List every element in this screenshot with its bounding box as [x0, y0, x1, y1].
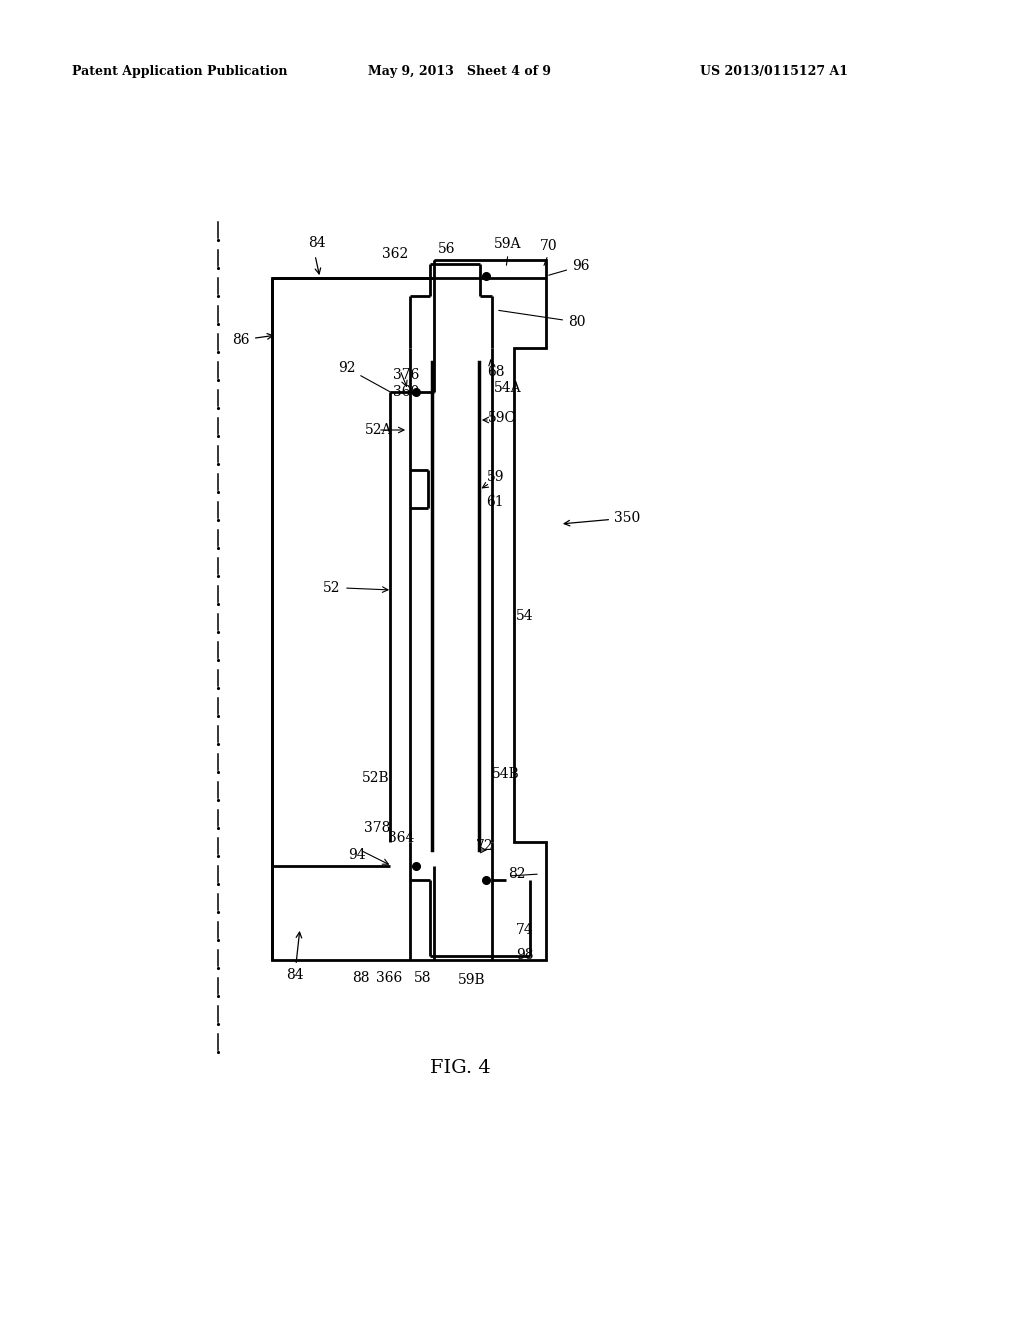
Text: 58: 58	[414, 972, 431, 985]
Text: 94: 94	[348, 847, 366, 862]
Text: 362: 362	[382, 247, 409, 261]
Text: 52: 52	[323, 581, 340, 595]
Text: 54: 54	[516, 609, 534, 623]
Text: 74: 74	[516, 923, 534, 937]
Text: 378: 378	[364, 821, 390, 836]
Text: 59A: 59A	[494, 238, 521, 251]
Text: 84: 84	[286, 932, 304, 982]
Text: May 9, 2013   Sheet 4 of 9: May 9, 2013 Sheet 4 of 9	[368, 66, 551, 78]
Text: 59C: 59C	[488, 411, 516, 425]
Text: 376: 376	[393, 368, 420, 381]
Text: 61: 61	[486, 495, 504, 510]
Text: 82: 82	[508, 867, 525, 880]
Text: 59: 59	[487, 470, 505, 484]
Text: US 2013/0115127 A1: US 2013/0115127 A1	[700, 66, 848, 78]
Text: Patent Application Publication: Patent Application Publication	[72, 66, 288, 78]
Text: 96: 96	[549, 259, 590, 276]
Text: 364: 364	[388, 832, 415, 845]
Text: FIG. 4: FIG. 4	[430, 1059, 490, 1077]
Text: 98: 98	[516, 948, 534, 962]
Text: 70: 70	[540, 239, 558, 253]
Text: 92: 92	[338, 360, 391, 392]
Text: 80: 80	[499, 310, 586, 329]
Text: 52B: 52B	[362, 771, 389, 785]
Text: 68: 68	[487, 366, 505, 379]
Text: 72: 72	[476, 840, 494, 853]
Text: 88: 88	[352, 972, 370, 985]
Text: 59B: 59B	[458, 973, 485, 987]
Text: 52A: 52A	[365, 422, 392, 437]
Text: 56: 56	[438, 242, 456, 256]
Text: 350: 350	[564, 511, 640, 525]
Text: 86: 86	[232, 333, 272, 347]
Text: 360: 360	[393, 385, 419, 399]
Text: 84: 84	[308, 236, 326, 249]
Text: 54A: 54A	[494, 381, 521, 395]
Text: 54B: 54B	[492, 767, 520, 781]
Text: 366: 366	[376, 972, 402, 985]
